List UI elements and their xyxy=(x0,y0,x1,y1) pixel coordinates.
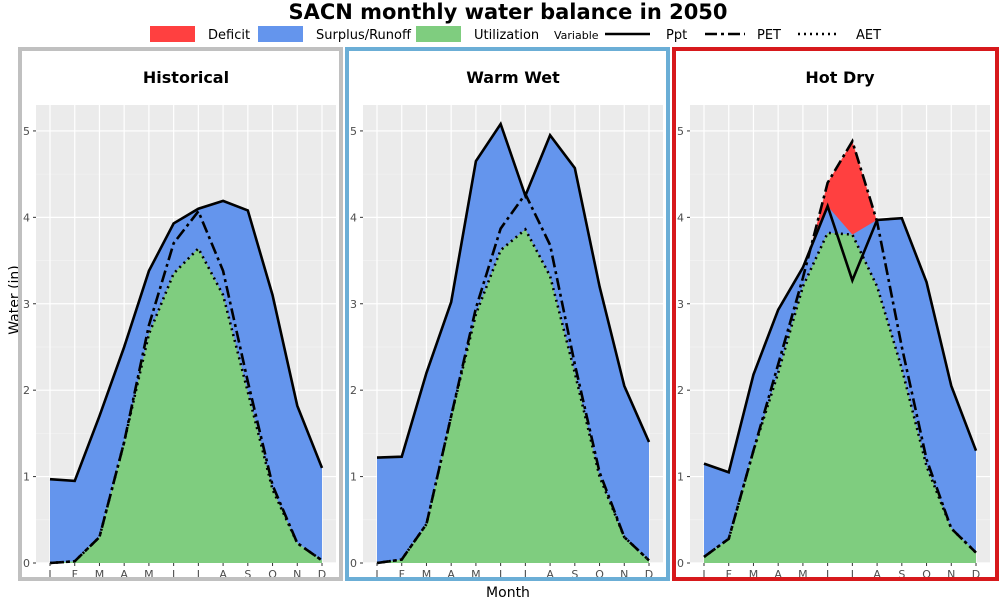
x-tick-label: A xyxy=(873,568,881,581)
y-tick-label: 4 xyxy=(677,211,684,224)
x-tick-label: D xyxy=(318,568,326,581)
y-tick-label: 1 xyxy=(677,471,684,484)
ppt-line xyxy=(49,199,324,483)
y-tick-label: 4 xyxy=(23,211,30,224)
y-tick-label: 0 xyxy=(350,557,357,570)
panel-border xyxy=(345,47,670,581)
surplus-area xyxy=(377,124,649,563)
x-tick-label: M xyxy=(471,568,481,581)
utilization-area xyxy=(704,232,976,563)
chart-title: SACN monthly water balance in 2050 xyxy=(288,0,727,24)
surplus-area xyxy=(50,200,322,564)
x-tick-label: J xyxy=(47,568,51,581)
legend-swatch-deficit xyxy=(150,26,195,42)
x-tick-label: S xyxy=(898,568,905,581)
ppt-line xyxy=(703,202,978,474)
utilization-area xyxy=(50,248,322,563)
panel-historical: 0 1 2 3 4 5 J F M A M J J A S O N D Historical xyxy=(18,47,343,581)
legend-label-surplus-runoff: Surplus/Runoff xyxy=(316,28,412,43)
x-tick-label: M xyxy=(95,568,105,581)
x-tick-label: F xyxy=(399,568,405,581)
panel-warm-wet: 0 1 2 3 4 5 J F M A M J J A S O N D Warm Wet xyxy=(345,47,670,581)
legend-label-pet: PET xyxy=(757,28,781,43)
x-tick-label: N xyxy=(947,568,955,581)
panel-title: Hot Dry xyxy=(805,68,875,87)
y-tick-label: 1 xyxy=(23,471,30,484)
x-tick-label: N xyxy=(293,568,301,581)
x-tick-label: A xyxy=(546,568,554,581)
panel-title: Historical xyxy=(143,68,229,87)
y-tick-label: 2 xyxy=(23,384,30,397)
y-tick-label: 5 xyxy=(350,125,357,138)
x-tick-label: F xyxy=(72,568,78,581)
x-tick-label: J xyxy=(374,568,378,581)
x-tick-label: J xyxy=(498,568,502,581)
legend-swatch-surplus-runoff xyxy=(258,26,303,42)
x-tick-label: O xyxy=(268,568,277,581)
y-tick-label: 2 xyxy=(677,384,684,397)
y-tick-label: 4 xyxy=(350,211,357,224)
y-tick-label: 5 xyxy=(23,125,30,138)
x-tick-label: J xyxy=(850,568,854,581)
y-tick-label: 0 xyxy=(677,557,684,570)
x-tick-label: D xyxy=(972,568,980,581)
x-tick-label: M xyxy=(798,568,808,581)
legend-label-ppt: Ppt xyxy=(666,28,687,43)
y-tick-label: 3 xyxy=(350,298,357,311)
y-tick-label: 0 xyxy=(23,557,30,570)
x-tick-label: S xyxy=(571,568,578,581)
legend-swatch-utilization xyxy=(416,26,461,42)
x-tick-label: A xyxy=(774,568,782,581)
x-tick-label: J xyxy=(825,568,829,581)
legend: Deficit Surplus/Runoff Utilization Variable… xyxy=(150,26,881,43)
panel-hot-dry: 0 1 2 3 4 5 J F M A M J J A S O N D Hot Dry xyxy=(672,47,999,581)
y-tick-label: 5 xyxy=(677,125,684,138)
x-tick-label: J xyxy=(701,568,705,581)
x-tick-label: N xyxy=(620,568,628,581)
x-tick-label: F xyxy=(726,568,732,581)
pet-line xyxy=(376,191,650,565)
panel-border xyxy=(18,47,343,581)
x-tick-label: O xyxy=(595,568,604,581)
x-tick-label: A xyxy=(219,568,227,581)
pet-line xyxy=(49,208,323,565)
ppt-line xyxy=(376,121,651,459)
utilization-area xyxy=(377,229,649,563)
pet-line xyxy=(703,138,977,558)
x-tick-label: J xyxy=(523,568,527,581)
x-tick-label: M xyxy=(749,568,759,581)
y-tick-label: 1 xyxy=(350,471,357,484)
legend-label-aet: AET xyxy=(856,28,881,43)
surplus-area xyxy=(704,206,976,557)
x-axis-label: Month xyxy=(486,585,530,600)
legend-label-deficit: Deficit xyxy=(208,28,250,43)
x-tick-label: A xyxy=(447,568,455,581)
y-tick-label: 3 xyxy=(677,298,684,311)
panel-title: Warm Wet xyxy=(466,68,560,87)
x-tick-label: J xyxy=(196,568,200,581)
x-tick-label: M xyxy=(422,568,432,581)
y-tick-label: 2 xyxy=(350,384,357,397)
x-tick-label: D xyxy=(645,568,653,581)
panel-border xyxy=(672,47,999,581)
x-tick-label: A xyxy=(120,568,128,581)
x-tick-label: S xyxy=(244,568,251,581)
x-tick-label: J xyxy=(171,568,175,581)
x-tick-label: M xyxy=(144,568,154,581)
legend-label-utilization: Utilization xyxy=(474,28,539,43)
x-tick-label: O xyxy=(922,568,931,581)
legend-variable-title: Variable xyxy=(554,29,599,42)
y-tick-label: 3 xyxy=(23,298,30,311)
